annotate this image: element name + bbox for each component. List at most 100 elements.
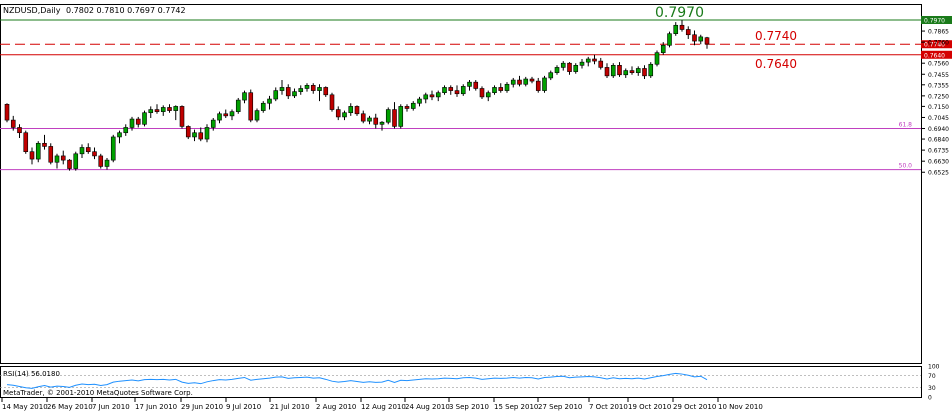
candle-body bbox=[179, 106, 185, 127]
candle-body bbox=[217, 113, 222, 121]
candle-body bbox=[35, 142, 41, 160]
candle-body bbox=[579, 61, 585, 66]
candle-body bbox=[460, 86, 466, 95]
candle-body bbox=[573, 65, 579, 72]
candle-body bbox=[692, 34, 697, 42]
candle-body bbox=[185, 126, 191, 138]
candle-body bbox=[198, 132, 204, 140]
level-annotation-res2: 0.7640 bbox=[755, 57, 797, 71]
candle-body bbox=[129, 118, 135, 128]
candle-body bbox=[29, 151, 35, 160]
candle-body bbox=[654, 52, 660, 65]
candle-body bbox=[517, 79, 522, 85]
candle-body bbox=[54, 155, 60, 163]
candle-body bbox=[473, 81, 479, 89]
candle-body bbox=[698, 36, 704, 42]
candle-body bbox=[660, 44, 666, 53]
candle-body bbox=[248, 92, 254, 121]
candle-body bbox=[329, 94, 335, 110]
candle-body bbox=[223, 113, 229, 117]
copyright-text: MetaTrader, © 2001-2010 MetaQuotes Softw… bbox=[3, 389, 193, 397]
candle-body bbox=[373, 117, 379, 125]
candle-body bbox=[73, 153, 79, 169]
price-tick-label: 0.7865 bbox=[928, 29, 949, 36]
candle-body bbox=[529, 78, 535, 82]
candle-body bbox=[635, 68, 641, 73]
rsi-tick-label: 30 bbox=[928, 385, 936, 392]
candle-body bbox=[385, 109, 391, 123]
rsi-line bbox=[6, 372, 708, 389]
date-tick-label: 29 Oct 2010 bbox=[673, 403, 716, 411]
candle-body bbox=[79, 147, 85, 155]
date-tick-label: 7 Jun 2010 bbox=[92, 403, 130, 411]
candle-body bbox=[4, 103, 10, 121]
date-tick-label: 26 May 2010 bbox=[47, 403, 93, 411]
rsi-tick-label: 0 bbox=[928, 395, 932, 402]
candle-body bbox=[110, 136, 116, 161]
candle-body bbox=[42, 142, 47, 147]
candle-body bbox=[279, 87, 285, 91]
candle-body bbox=[335, 109, 341, 118]
level-tag-res1: 0.7740 bbox=[924, 42, 945, 49]
candle-body bbox=[504, 83, 510, 91]
price-tick-label: 0.6735 bbox=[928, 148, 949, 155]
candle-body bbox=[204, 127, 210, 140]
candle-body bbox=[160, 107, 166, 112]
price-tick-label: 0.7560 bbox=[928, 61, 949, 68]
candle-body bbox=[423, 94, 429, 100]
candle-body bbox=[304, 85, 310, 89]
candle-body bbox=[410, 102, 416, 109]
candle-body bbox=[135, 118, 141, 125]
rsi-tick-label: 70 bbox=[928, 373, 936, 380]
price-tick-label: 0.6630 bbox=[928, 159, 949, 166]
price-tick-label: 0.7150 bbox=[928, 104, 949, 111]
candle-body bbox=[598, 60, 604, 68]
candle-body bbox=[142, 112, 147, 125]
candle-body bbox=[348, 106, 354, 114]
candle-body bbox=[485, 92, 491, 98]
price-tick-label: 0.7045 bbox=[928, 115, 949, 122]
candle-body bbox=[292, 91, 297, 97]
candle-body bbox=[60, 155, 66, 161]
date-tick-label: 14 May 2010 bbox=[2, 403, 48, 411]
date-tick-label: 21 Jul 2010 bbox=[270, 403, 310, 411]
candle-body bbox=[354, 106, 360, 115]
candle-body bbox=[242, 92, 247, 101]
candle-body bbox=[435, 92, 441, 98]
price-tick-label: 0.6840 bbox=[928, 137, 949, 144]
candle-body bbox=[585, 58, 591, 63]
candle-body bbox=[267, 98, 272, 104]
candle-body bbox=[679, 24, 685, 30]
date-tick-label: 24 Aug 2010 bbox=[405, 403, 450, 411]
symbol-label: NZDUSD,Daily bbox=[3, 6, 61, 15]
date-tick-label: 3 Sep 2010 bbox=[449, 403, 489, 411]
candle-body bbox=[310, 85, 316, 91]
candle-body bbox=[85, 147, 91, 152]
candle-body bbox=[360, 113, 366, 122]
candle-body bbox=[548, 72, 554, 79]
candle-body bbox=[17, 127, 22, 134]
price-tick-label: 0.7250 bbox=[928, 93, 949, 100]
date-tick-label: 2 Aug 2010 bbox=[316, 403, 356, 411]
candle-body bbox=[392, 109, 397, 127]
candle-body bbox=[173, 106, 179, 111]
candle-body bbox=[642, 68, 647, 77]
candle-body bbox=[192, 132, 197, 138]
candle-body bbox=[117, 132, 122, 138]
date-tick-label: 19 Oct 2010 bbox=[628, 403, 671, 411]
candle-body bbox=[260, 102, 266, 111]
fib-label-1: 50.0 bbox=[899, 163, 913, 170]
candle-body bbox=[498, 87, 504, 91]
candle-body bbox=[23, 132, 29, 152]
level-tag-bg-res1 bbox=[921, 40, 952, 49]
candle-body bbox=[429, 94, 435, 98]
candle-body bbox=[367, 117, 372, 122]
candle-body bbox=[479, 88, 485, 98]
candle-body bbox=[398, 106, 404, 127]
candle-body bbox=[685, 29, 691, 36]
candle-body bbox=[379, 121, 385, 125]
candle-body bbox=[704, 37, 710, 45]
fib-label-0: 61.8 bbox=[899, 122, 913, 129]
candle-body bbox=[610, 65, 616, 77]
